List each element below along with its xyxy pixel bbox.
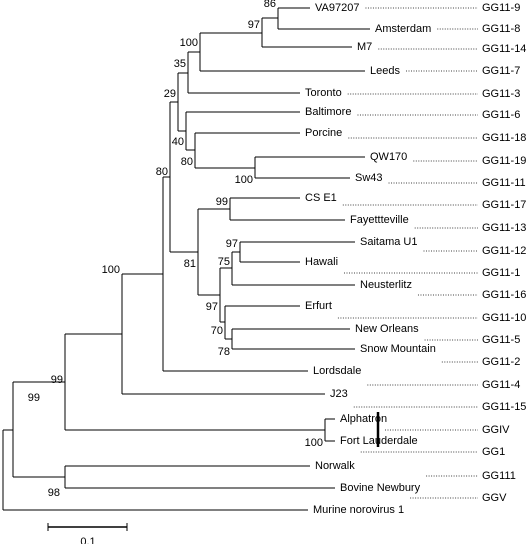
group-label: GG111 bbox=[482, 470, 516, 482]
group-label: GGV bbox=[482, 492, 507, 504]
leaf-label: Saitama U1 bbox=[360, 236, 417, 248]
bootstrap-value: 35 bbox=[174, 58, 186, 70]
leaf-label: M7 bbox=[357, 41, 372, 53]
leaf-label: Neusterlitz bbox=[360, 279, 412, 291]
group-label: GG11-4 bbox=[482, 379, 520, 391]
leaf-label: Hawali bbox=[305, 256, 338, 268]
leaf-label: Norwalk bbox=[315, 460, 355, 472]
leaf-label: CS E1 bbox=[305, 192, 337, 204]
bootstrap-value: 29 bbox=[164, 88, 176, 100]
bootstrap-value: 99 bbox=[51, 374, 63, 386]
bootstrap-value: 70 bbox=[211, 325, 223, 337]
group-label: GG11-19 bbox=[482, 155, 526, 167]
group-label: GG11-16 bbox=[482, 289, 526, 301]
bootstrap-value: 98 bbox=[48, 487, 60, 499]
bootstrap-value: 100 bbox=[102, 264, 120, 276]
bootstrap-value: 75 bbox=[218, 256, 230, 268]
bootstrap-value: 100 bbox=[305, 437, 323, 449]
bootstrap-value: 99 bbox=[216, 196, 228, 208]
group-label: GG11-1 bbox=[482, 267, 520, 279]
leaf-label: Lordsdale bbox=[313, 365, 361, 377]
group-label: GG11-12 bbox=[482, 245, 526, 257]
leaf-label: New Orleans bbox=[355, 323, 419, 335]
group-label: GG11-5 bbox=[482, 334, 520, 346]
leaf-label: J23 bbox=[330, 388, 348, 400]
leaf-label: Alphatron bbox=[340, 413, 387, 425]
bootstrap-value: 97 bbox=[206, 301, 218, 313]
bootstrap-value: 40 bbox=[172, 136, 184, 148]
leaf-label: Sw43 bbox=[355, 172, 383, 184]
group-label: GG11-6 bbox=[482, 109, 520, 121]
bootstrap-value: 78 bbox=[218, 346, 230, 358]
leaf-label: Bovine Newbury bbox=[340, 482, 421, 494]
group-label: GGIV bbox=[482, 424, 510, 436]
bootstrap-value: 99 bbox=[28, 392, 40, 404]
leaf-label: Snow Mountain bbox=[360, 343, 436, 355]
leaf-label: Toronto bbox=[305, 87, 342, 99]
group-label: GG11-18 bbox=[482, 132, 526, 144]
bootstrap-value: 100 bbox=[180, 37, 198, 49]
group-label: GG11-8 bbox=[482, 23, 520, 35]
bootstrap-value: 81 bbox=[184, 258, 196, 270]
group-label: GG11-10 bbox=[482, 312, 526, 324]
group-label: GG11-2 bbox=[482, 356, 520, 368]
group-label: GG11-7 bbox=[482, 65, 520, 77]
group-label: GG11-17 bbox=[482, 199, 526, 211]
group-label: GG11-14 bbox=[482, 43, 526, 55]
leaf-label: Murine norovirus 1 bbox=[313, 504, 404, 516]
leaf-label: Baltimore bbox=[305, 106, 351, 118]
group-label: GG11-15 bbox=[482, 401, 526, 413]
leaf-label: QW170 bbox=[370, 151, 407, 163]
leaf-label: Leeds bbox=[370, 65, 400, 77]
scale-bar-label: 0.1 bbox=[80, 536, 95, 544]
bootstrap-value: 100 bbox=[235, 174, 253, 186]
group-label: GG11-9 bbox=[482, 2, 520, 14]
leaf-label: VA97207 bbox=[315, 2, 359, 14]
leaf-label: Fayettteville bbox=[350, 214, 409, 226]
leaf-label: Erfurt bbox=[305, 300, 332, 312]
leaf-label: Amsterdam bbox=[375, 23, 431, 35]
group-label: GG11-11 bbox=[482, 177, 526, 189]
leaf-label: Porcine bbox=[305, 127, 342, 139]
leaf-label: Fort Lauderdale bbox=[340, 435, 418, 447]
group-label: GG11-3 bbox=[482, 88, 520, 100]
group-label: GG11-13 bbox=[482, 222, 526, 234]
bootstrap-value: 80 bbox=[181, 156, 193, 168]
group-label: GG1 bbox=[482, 446, 505, 458]
bootstrap-value: 86 bbox=[264, 0, 276, 10]
bootstrap-value: 97 bbox=[248, 19, 260, 31]
bootstrap-value: 97 bbox=[226, 238, 238, 250]
bootstrap-value: 80 bbox=[156, 166, 168, 178]
